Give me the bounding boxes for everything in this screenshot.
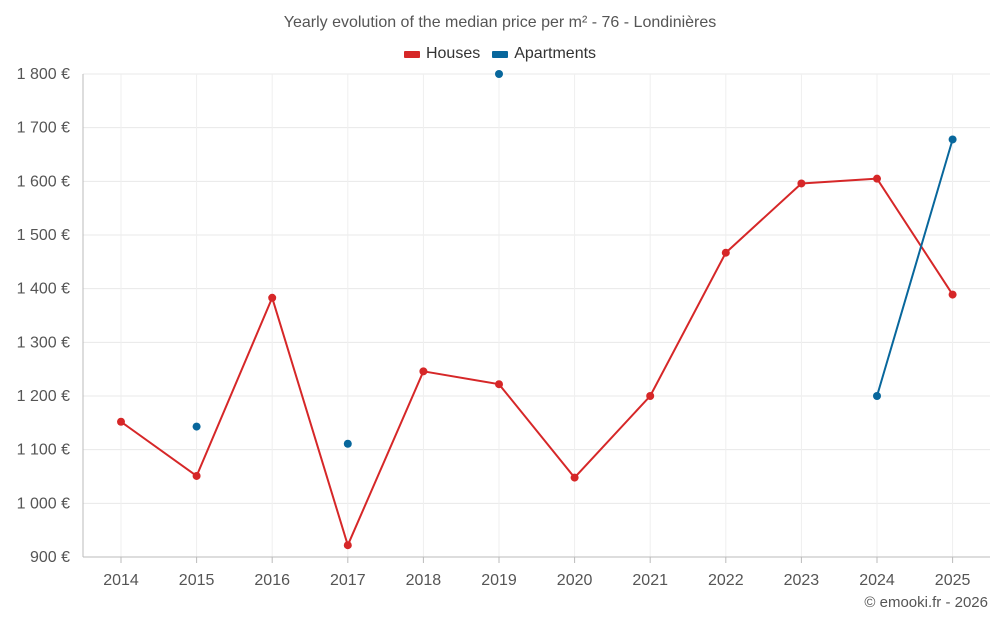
x-tick-label: 2019: [481, 572, 517, 589]
data-point-houses-2022[interactable]: [721, 248, 730, 257]
y-tick-label: 1 000 €: [17, 495, 70, 512]
legend-label-houses: Houses: [425, 45, 481, 62]
data-point-houses-2020[interactable]: [570, 473, 579, 482]
series-line-houses: [271, 296, 349, 547]
y-tick-label: 1 100 €: [17, 442, 70, 459]
credit-text: © emooki.fr - 2026: [864, 594, 988, 611]
series-line-houses: [724, 182, 803, 254]
y-axis-ticks: 900 € 1 000 € 1 100 € 1 200 € 1 300 € 1 400 €…: [17, 66, 70, 566]
data-point-houses-2019[interactable]: [495, 380, 503, 389]
data-point-houses-2018[interactable]: [419, 367, 428, 376]
x-tick-label: 2014: [103, 572, 139, 589]
legend-label-apartments: Apartments: [514, 45, 597, 62]
x-axis-ticks: 2014 2015 2016 2017 2018 2019 2020 2021 2022 2023…: [103, 557, 970, 589]
y-tick-label: 1 800 €: [17, 66, 70, 83]
series-houses: [117, 174, 957, 550]
legend-swatch-houses: [403, 50, 420, 58]
series-apartments: [192, 70, 957, 448]
data-point-houses-2023[interactable]: [797, 179, 806, 188]
series-line-houses: [195, 296, 274, 477]
legend-swatch-apartments: [492, 50, 509, 58]
data-point-houses-2016[interactable]: [268, 293, 277, 302]
series-line-houses: [876, 177, 954, 296]
data-point-apartments-2019[interactable]: [495, 70, 503, 78]
y-tick-label: 1 200 €: [17, 388, 70, 405]
x-tick-label: 2020: [557, 572, 593, 589]
series-line-houses: [422, 370, 500, 386]
data-point-apartments-2017[interactable]: [343, 439, 352, 448]
data-point-houses-2024[interactable]: [873, 174, 881, 183]
y-tick-label: 1 400 €: [17, 281, 70, 298]
data-point-houses-2021[interactable]: [646, 392, 655, 400]
data-point-apartments-2025[interactable]: [948, 135, 957, 144]
data-point-apartments-2015[interactable]: [192, 422, 201, 431]
legend: Houses Apartments: [0, 45, 1000, 63]
x-tick-label: 2016: [254, 572, 290, 589]
series-line-houses: [800, 177, 878, 185]
data-point-houses-2025[interactable]: [948, 290, 957, 299]
series-layer: [117, 70, 957, 550]
legend-item-houses[interactable]: Houses: [403, 45, 481, 63]
series-line-houses: [120, 420, 198, 477]
x-tick-label: 2022: [708, 572, 744, 589]
data-point-houses-2014[interactable]: [117, 417, 125, 426]
y-tick-label: 1 600 €: [17, 173, 70, 190]
x-tick-label: 2025: [935, 572, 971, 589]
y-tick-label: 1 500 €: [17, 227, 70, 244]
x-tick-label: 2021: [632, 572, 668, 589]
grid-lines: [83, 73, 990, 558]
y-tick-label: 1 700 €: [17, 120, 70, 137]
x-tick-label: 2024: [859, 572, 895, 589]
y-tick-label: 1 300 €: [17, 334, 70, 351]
data-point-houses-2015[interactable]: [192, 471, 201, 480]
legend-item-apartments[interactable]: Apartments: [492, 45, 596, 63]
chart-title: Yearly evolution of the median price per…: [283, 14, 717, 31]
x-tick-label: 2017: [330, 572, 366, 589]
x-tick-label: 2023: [784, 572, 820, 589]
series-line-houses: [573, 395, 652, 479]
series-line-houses: [346, 370, 425, 547]
x-tick-label: 2015: [179, 572, 215, 589]
series-line-houses: [498, 383, 576, 479]
series-line-apartments: [876, 138, 954, 397]
y-tick-label: 900 €: [30, 549, 70, 566]
x-tick-label: 2018: [406, 572, 442, 589]
data-point-apartments-2024[interactable]: [873, 392, 881, 400]
series-line-houses: [649, 251, 727, 397]
data-point-houses-2017[interactable]: [343, 541, 352, 550]
axes: [82, 74, 990, 558]
